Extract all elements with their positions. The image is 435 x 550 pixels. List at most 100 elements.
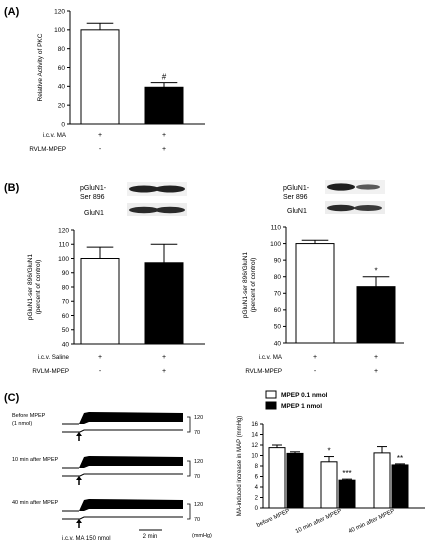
blot-right-phospho-band-2 bbox=[356, 184, 380, 190]
blot-left-total-label: GluN1 bbox=[84, 210, 104, 217]
bl-bar bbox=[80, 258, 120, 345]
br-significance-label: * bbox=[374, 267, 377, 276]
chart-a: 0 20 40 60 80 100 120 Relative Activity of PKC #… bbox=[29, 8, 205, 153]
br-condition-mark: + bbox=[374, 368, 378, 375]
blot-right-phospho-line-2: Ser 896 bbox=[283, 194, 308, 201]
trace-row-label: Before MPEP bbox=[12, 413, 46, 419]
chart-b-left: 40 50 60 70 80 90 100 110 120 pGluN1-ser 896/GluN… bbox=[27, 227, 205, 375]
br-condition-label: RVLM-MPEP bbox=[245, 368, 282, 375]
bl-y-tick-label: 100 bbox=[58, 256, 69, 263]
c-legend-swatch bbox=[265, 390, 277, 399]
trace-band bbox=[79, 499, 183, 511]
c-y-tick-label: 2 bbox=[255, 496, 259, 502]
panel-label-b: (B) bbox=[4, 182, 20, 194]
blot-right-total-band-2 bbox=[354, 205, 382, 211]
a-condition-label: i.c.v. MA bbox=[43, 132, 67, 139]
br-condition-label: i.c.v. MA bbox=[259, 354, 283, 361]
c-y-tick-label: 0 bbox=[255, 506, 259, 512]
pressure-scale-bracket bbox=[187, 460, 191, 477]
bl-condition-mark: + bbox=[162, 354, 166, 361]
a-y-tick-label: 60 bbox=[58, 65, 66, 72]
br-bar bbox=[295, 243, 335, 344]
bl-condition-label: RVLM-MPEP bbox=[32, 368, 69, 375]
br-bar bbox=[356, 286, 396, 344]
pressure-scale-bottom: 70 bbox=[194, 474, 200, 480]
a-y-tick-label: 120 bbox=[54, 8, 65, 15]
c-y-tick-label: 16 bbox=[251, 422, 258, 428]
br-condition-mark: + bbox=[313, 354, 317, 361]
blot-right-phospho-band-1 bbox=[327, 183, 355, 191]
c-bar bbox=[338, 479, 356, 509]
blot-left-phospho-label: pGluN1- Ser 896 bbox=[80, 185, 107, 201]
br-condition-mark: + bbox=[374, 354, 378, 361]
bl-y-tick-label: 120 bbox=[58, 227, 69, 234]
blot-right-phospho-line-1: pGluN1- bbox=[283, 185, 310, 192]
c-bar bbox=[268, 447, 286, 509]
a-y-tick-label: 20 bbox=[58, 102, 66, 109]
injection-arrow-icon bbox=[76, 476, 82, 480]
c-bar bbox=[391, 464, 409, 509]
c-y-tick-label: 12 bbox=[251, 443, 258, 449]
pressure-scale-bracket bbox=[187, 416, 191, 433]
br-y-tick-label: 70 bbox=[274, 291, 282, 298]
pressure-scale-bracket bbox=[187, 503, 191, 520]
a-condition-label: RVLM-MPEP bbox=[29, 146, 66, 153]
blot-left-phospho-band-1 bbox=[129, 185, 159, 193]
bl-condition-mark: + bbox=[162, 368, 166, 375]
blot-right-phospho-label: pGluN1- Ser 896 bbox=[283, 185, 310, 201]
bl-condition-label: i.c.v. Saline bbox=[38, 354, 70, 361]
blot-left-phospho-line-1: pGluN1- bbox=[80, 185, 107, 192]
c-y-tick-label: 8 bbox=[255, 464, 259, 470]
a-significance-label: # bbox=[162, 73, 167, 82]
c-y-tick-label: 14 bbox=[251, 433, 258, 439]
trace-band bbox=[79, 456, 183, 468]
pressure-scale-bottom: 70 bbox=[194, 517, 200, 523]
chart-c: 0 2 4 6 8 10 12 14 16 MA-induced increase in MAP … bbox=[237, 390, 425, 535]
pressure-scale-top: 120 bbox=[194, 502, 203, 508]
blot-right-total-label: GluN1 bbox=[287, 208, 307, 215]
a-bar bbox=[80, 29, 120, 125]
pressure-scale-top: 120 bbox=[194, 459, 203, 465]
injection-arrow-icon bbox=[76, 432, 82, 436]
bl-condition-mark: - bbox=[99, 368, 102, 375]
trace-row-label: 10 min after MPEP bbox=[12, 457, 58, 463]
blot-left-phospho-line-2: Ser 896 bbox=[80, 194, 105, 201]
c-legend-label: MPEP 1 nmol bbox=[281, 403, 322, 410]
trace-mean-line bbox=[62, 516, 183, 520]
br-y-tick-label: 80 bbox=[274, 274, 282, 281]
bl-y-tick-label: 50 bbox=[62, 327, 70, 334]
bl-y-tick-label: 60 bbox=[62, 313, 70, 320]
pressure-traces: Before MPEP (1 nmol) 120 70 10 min after MPE… bbox=[12, 412, 212, 542]
br-y-tick-label: 40 bbox=[274, 340, 282, 347]
trace-row-label: 40 min after MPEP bbox=[12, 500, 58, 506]
br-y-tick-label: 110 bbox=[271, 224, 282, 231]
blot-right-total-band-1 bbox=[327, 204, 355, 212]
blot-left-total-band-1 bbox=[129, 206, 159, 214]
bl-y-axis-label: (percent of control) bbox=[35, 260, 42, 315]
br-y-axis-label: (percent of control) bbox=[250, 258, 257, 313]
trace-band bbox=[79, 412, 183, 424]
injection-label: i.c.v. MA 150 nmol bbox=[62, 536, 111, 542]
br-y-tick-label: 60 bbox=[274, 307, 282, 314]
a-y-tick-label: 40 bbox=[58, 84, 66, 91]
bl-y-tick-label: 90 bbox=[62, 270, 70, 277]
trace-mean-line bbox=[62, 473, 183, 477]
br-y-tick-label: 50 bbox=[274, 324, 282, 331]
chart-b-right: 40 50 60 70 80 90 100 110 pGluN1-ser 896/GluN1 (p… bbox=[242, 224, 404, 375]
bl-y-tick-label: 40 bbox=[62, 341, 70, 348]
a-condition-mark: - bbox=[99, 146, 102, 153]
trace-row-label: (1 nmol) bbox=[12, 421, 32, 427]
c-legend-swatch bbox=[265, 401, 277, 410]
bl-condition-mark: + bbox=[98, 354, 102, 361]
a-condition-mark: + bbox=[98, 132, 102, 139]
c-y-tick-label: 10 bbox=[251, 454, 258, 460]
pressure-unit-label: (mmHg) bbox=[192, 533, 212, 539]
br-y-axis-label: pGluN1-ser 896/GluN1 bbox=[242, 252, 249, 318]
blot-right: pGluN1- Ser 896 GluN1 bbox=[283, 180, 385, 215]
blot-left: pGluN1- Ser 896 GluN1 bbox=[80, 182, 187, 217]
c-significance-label: ** bbox=[397, 454, 403, 463]
bl-bar bbox=[144, 262, 184, 345]
pressure-scale-top: 120 bbox=[194, 415, 203, 421]
